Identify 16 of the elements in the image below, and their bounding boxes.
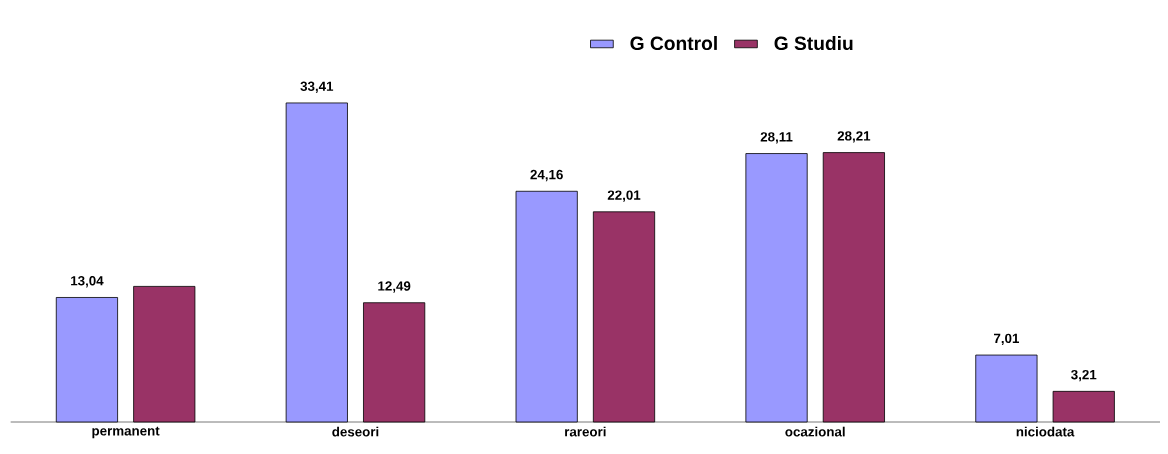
- data-label: 28,21: [837, 131, 871, 143]
- legend-label: G Control: [630, 36, 717, 51]
- data-label: 7,01: [994, 333, 1020, 346]
- data-label: 13,04: [71, 276, 104, 288]
- x-tick-label: niciodata: [1016, 426, 1075, 437]
- data-label: 22,01: [607, 190, 641, 202]
- legend-label: G Studiu: [774, 36, 853, 51]
- data-label: 12,49: [378, 281, 411, 293]
- x-tick-label: ocazional: [785, 426, 845, 437]
- data-label: 28,11: [760, 132, 793, 144]
- x-tick-label: rareori: [565, 426, 606, 437]
- x-tick-label: deseori: [332, 426, 379, 437]
- x-tick-label: permanent: [92, 426, 160, 439]
- data-label: 33,41: [300, 81, 334, 93]
- data-label: 24,16: [530, 169, 563, 182]
- data-label: 3,21: [1071, 369, 1097, 382]
